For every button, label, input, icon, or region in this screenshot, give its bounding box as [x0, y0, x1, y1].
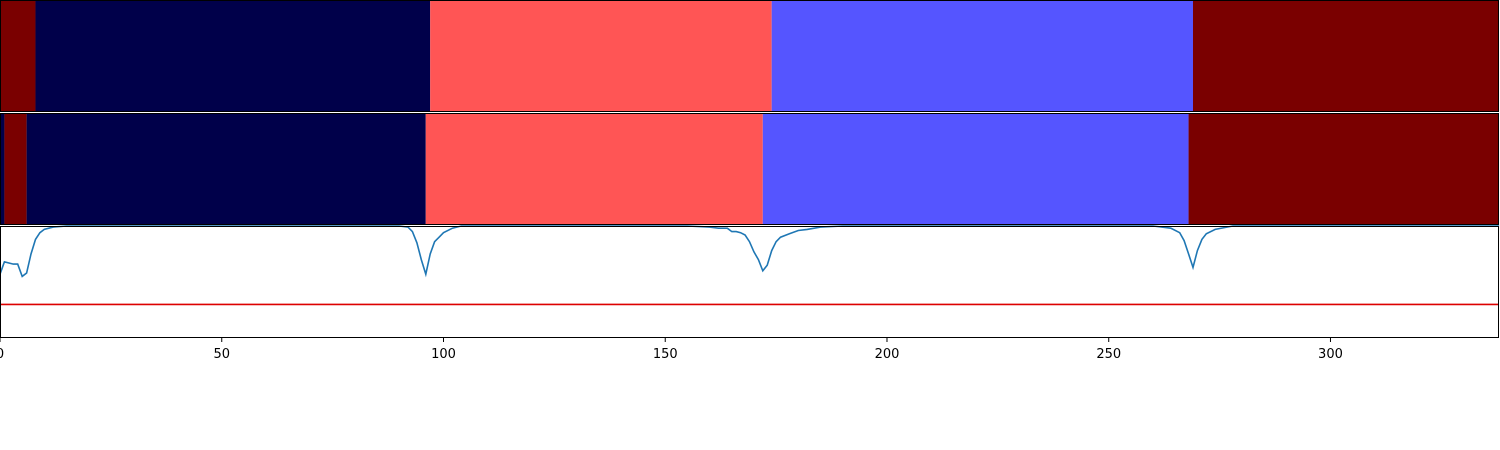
x-tick-label: 0 [0, 347, 4, 362]
heatmap-segment [0, 0, 36, 112]
line-panel-frame [0, 226, 1499, 338]
x-tick-label: 200 [875, 347, 900, 362]
heatmap-row-middle [0, 113, 1499, 225]
heatmap-segment [430, 0, 772, 112]
heatmap-row-top [0, 0, 1499, 112]
x-tick-label: 150 [653, 347, 678, 362]
line-panel [0, 225, 1499, 338]
heatmap-segment [425, 113, 763, 225]
x-tick-label: 250 [1096, 347, 1121, 362]
heatmap-segment [1192, 0, 1499, 112]
heatmap-segment [35, 0, 431, 112]
x-axis: 0 50 100 150 200 250 300 [0, 338, 1343, 362]
heatmap-segment [1188, 113, 1499, 225]
series-line [0, 225, 1499, 278]
heatmap-frame [0, 113, 1499, 225]
heatmap-segment [26, 113, 426, 225]
x-tick-label: 50 [213, 347, 230, 362]
x-tick-label: 300 [1318, 347, 1343, 362]
heatmap-segment [0, 113, 5, 225]
heatmap-frame [0, 0, 1499, 112]
x-tick-label: 100 [431, 347, 456, 362]
heatmap-segment [762, 113, 1189, 225]
heatmap-segment [771, 0, 1193, 112]
heatmap-segment [4, 113, 27, 225]
